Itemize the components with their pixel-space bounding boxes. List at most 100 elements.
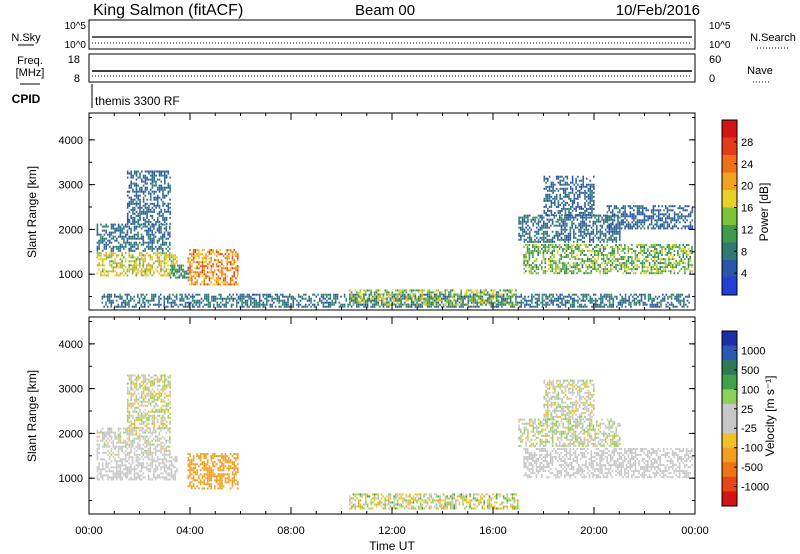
power-cell: [207, 295, 210, 298]
power-cell: [149, 254, 152, 257]
power-cell: [575, 187, 577, 190]
power-cell: [174, 256, 176, 259]
power-cell: [458, 305, 461, 308]
power-cell: [217, 261, 220, 264]
power-cell: [617, 227, 619, 230]
power-cell: [167, 184, 170, 187]
power-cell: [571, 220, 573, 223]
power-cell: [689, 258, 691, 261]
power-cell: [652, 264, 654, 267]
power-cell: [135, 260, 138, 263]
power-cell: [192, 283, 195, 286]
power-cell: [226, 257, 228, 260]
power-cell: [418, 295, 420, 298]
power-cell: [560, 270, 562, 273]
power-cell: [133, 229, 136, 232]
power-cell: [297, 303, 300, 306]
power-cell: [520, 216, 522, 219]
power-cell: [565, 246, 568, 248]
power-cell: [677, 272, 679, 275]
power-cell: [107, 272, 109, 275]
power-cell: [619, 293, 622, 296]
power-cell: [570, 187, 572, 190]
power-cell: [543, 232, 545, 235]
power-cell: [640, 244, 642, 246]
power-cell: [151, 178, 154, 181]
power-cell: [278, 305, 280, 308]
power-cell: [680, 217, 683, 220]
power-cell: [578, 297, 581, 300]
power-cell: [169, 243, 171, 246]
power-cell: [135, 190, 138, 193]
power-cell: [598, 297, 600, 300]
power-cell: [228, 297, 231, 300]
power-cell: [565, 248, 568, 250]
power-cell: [297, 295, 300, 298]
power-cell: [531, 299, 533, 302]
power-cell: [589, 224, 591, 227]
power-cell: [133, 202, 136, 205]
power-cell: [162, 194, 164, 197]
power-cell: [210, 261, 213, 264]
power-cell: [555, 268, 557, 271]
power-cell: [613, 226, 616, 229]
power-cell: [292, 299, 295, 302]
power-cell: [603, 240, 605, 243]
power-cell: [156, 196, 159, 199]
power-cell: [226, 283, 228, 286]
power-cell: [584, 191, 586, 194]
power-cell: [566, 201, 569, 204]
power-cell: [525, 238, 527, 241]
power-cell: [139, 214, 141, 217]
power-cell: [659, 227, 662, 230]
power-cell: [219, 249, 221, 252]
power-cell: [571, 187, 574, 190]
power-cell: [492, 297, 494, 300]
power-cell: [137, 256, 139, 259]
power-cell: [121, 305, 123, 308]
power-cell: [572, 262, 575, 265]
power-cell: [608, 258, 610, 261]
power-cell: [583, 240, 586, 243]
power-cell: [462, 299, 464, 302]
power-cell: [623, 299, 625, 302]
power-cell: [663, 215, 665, 218]
power-cell: [384, 289, 386, 292]
power-cell: [686, 299, 689, 302]
power-cell: [322, 295, 325, 298]
power-cell: [548, 220, 550, 223]
power-cell: [611, 232, 614, 235]
power-cell: [564, 230, 566, 233]
power-cell: [521, 232, 524, 235]
power-cell: [636, 256, 638, 258]
power-cell: [476, 303, 478, 306]
power-cell: [128, 266, 130, 269]
power-cell: [203, 265, 205, 268]
power-cell: [581, 224, 584, 227]
power-cell: [574, 232, 577, 235]
power-cell: [555, 244, 557, 246]
power-cell: [146, 264, 148, 267]
power-cell: [230, 297, 233, 300]
power-cell: [599, 252, 601, 254]
power-cell: [620, 227, 623, 230]
power-cell: [559, 293, 561, 296]
power-cell: [117, 247, 120, 250]
power-cell: [448, 297, 450, 300]
power-cell: [278, 295, 280, 298]
power-cell: [144, 260, 146, 263]
power-cell: [541, 262, 543, 265]
power-cell: [632, 262, 635, 265]
power-cell: [356, 299, 358, 302]
power-cell: [246, 301, 249, 304]
power-cell: [214, 259, 216, 262]
power-cell: [619, 234, 621, 237]
power-cell: [658, 301, 660, 304]
power-cell: [607, 305, 609, 308]
power-cell: [553, 246, 555, 248]
power-cell: [239, 297, 242, 300]
power-cell: [554, 197, 556, 200]
power-cell: [135, 237, 138, 240]
power-cell: [266, 301, 268, 304]
power-cell: [562, 228, 564, 231]
